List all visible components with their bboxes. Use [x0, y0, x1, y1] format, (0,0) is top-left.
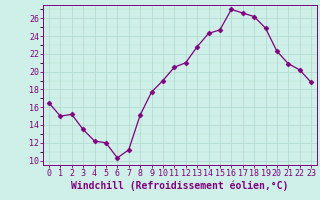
X-axis label: Windchill (Refroidissement éolien,°C): Windchill (Refroidissement éolien,°C)	[71, 181, 289, 191]
